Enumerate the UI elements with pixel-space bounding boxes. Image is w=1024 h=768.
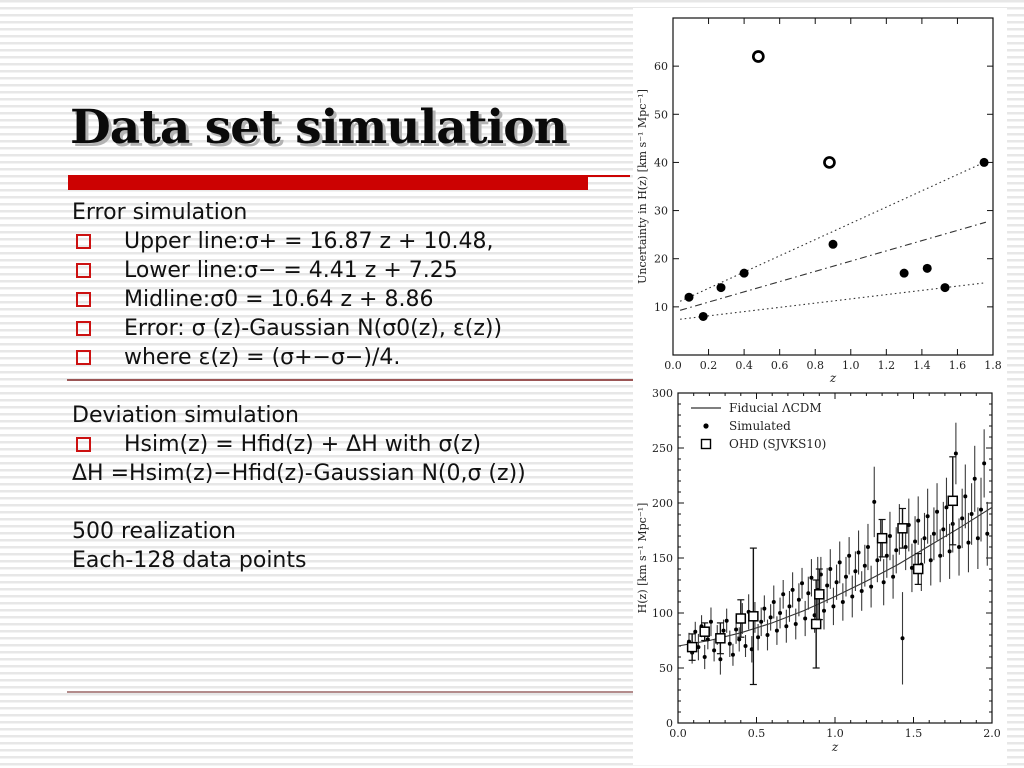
bullet-item: where ε(z) = (σ+−σ−)/4.	[72, 343, 632, 372]
svg-text:2.0: 2.0	[983, 727, 1001, 740]
hz-chart: 0.0 0.5 1.0 1.5 2.0 0 50 100 150 200 250 300 Fiducia…	[636, 387, 1001, 754]
bullet-item: Hsim(z) = Hfid(z) + ΔH with σ(z)	[72, 430, 632, 459]
bullet-text: Hsim(z) = Hfid(z) + ΔH with σ(z)	[124, 432, 482, 457]
bullet-text: Error: σ (z)-Gaussian N(σ0(z), ε(z))	[124, 316, 503, 341]
svg-text:1.0: 1.0	[826, 727, 844, 740]
svg-text:0.4: 0.4	[735, 359, 753, 372]
svg-text:1.6: 1.6	[949, 359, 967, 372]
svg-text:H(z) [km s⁻¹ Mpc⁻¹]: H(z) [km s⁻¹ Mpc⁻¹]	[636, 503, 649, 614]
bullet-square-icon	[76, 350, 91, 365]
bullet-item: Upper line:σ+ = 16.87 z + 10.48,	[72, 227, 632, 256]
svg-text:30: 30	[654, 205, 668, 218]
svg-text:10: 10	[654, 301, 668, 314]
bullet-text: where ε(z) = (σ+−σ−)/4.	[124, 345, 401, 370]
svg-text:1.0: 1.0	[842, 359, 860, 372]
svg-text:0.0: 0.0	[669, 727, 687, 740]
svg-text:Uncertainty in H(z) [km s⁻¹ Mp: Uncertainty in H(z) [km s⁻¹ Mpc⁻¹]	[636, 89, 649, 284]
svg-text:1.5: 1.5	[905, 727, 923, 740]
svg-text:0.6: 0.6	[771, 359, 789, 372]
svg-text:150: 150	[652, 552, 673, 565]
bullet-item: Midline:σ0 = 10.64 z + 8.86	[72, 285, 632, 314]
svg-text:Simulated: Simulated	[729, 419, 791, 433]
figure-panel: 0.0 0.2 0.4 0.6 0.8 1.0 1.2 1.4 1.6 1.8 10 20 30 40 50…	[633, 8, 1007, 765]
svg-text:50: 50	[654, 108, 668, 121]
slide-title: Data set simulation	[70, 100, 568, 155]
uncertainty-chart: 0.0 0.2 0.4 0.6 0.8 1.0 1.2 1.4 1.6 1.8 10 20 30 40 50…	[636, 17, 1002, 385]
bullet-square-icon	[76, 292, 91, 307]
svg-text:300: 300	[652, 387, 673, 400]
section-heading-deviation: Deviation simulation	[72, 403, 299, 428]
svg-text:50: 50	[659, 662, 673, 675]
slide-body: Error simulation Upper line:σ+ = 16.87 z…	[72, 198, 632, 575]
svg-text:z: z	[831, 740, 839, 754]
title-underline-extension	[588, 175, 630, 177]
bullet-square-icon	[76, 263, 91, 278]
svg-text:0.8: 0.8	[806, 359, 824, 372]
divider-line-lower	[67, 691, 633, 693]
bullet-text: Midline:σ0 = 10.64 z + 8.86	[124, 287, 434, 312]
svg-text:1.2: 1.2	[878, 359, 896, 372]
svg-text:0.0: 0.0	[664, 359, 682, 372]
svg-text:Fiducial ΛCDM: Fiducial ΛCDM	[729, 401, 822, 415]
svg-text:100: 100	[652, 607, 673, 620]
bullet-square-icon	[76, 234, 91, 249]
bullet-text: Lower line:σ− = 4.41 z + 7.25	[124, 258, 458, 283]
blank-line	[72, 488, 632, 517]
bullet-item: Lower line:σ− = 4.41 z + 7.25	[72, 256, 632, 285]
svg-text:1.8: 1.8	[984, 359, 1002, 372]
bullet-item: Error: σ (z)-Gaussian N(σ0(z), ε(z))	[72, 314, 632, 343]
bullet-square-icon	[76, 321, 91, 336]
svg-text:60: 60	[654, 60, 668, 73]
svg-text:250: 250	[652, 442, 673, 455]
svg-text:1.4: 1.4	[913, 359, 931, 372]
svg-text:20: 20	[654, 253, 668, 266]
bullet-text: Upper line:σ+ = 16.87 z + 10.48,	[124, 229, 494, 254]
bullet-square-icon	[76, 437, 91, 452]
section-heading-error: Error simulation	[72, 200, 248, 225]
formula-line: ΔH =Hsim(z)−Hfid(z)-Gaussian N(0,σ (z))	[72, 461, 526, 486]
svg-text:0: 0	[666, 717, 673, 730]
svg-text:40: 40	[654, 156, 668, 169]
datapoints-line: Each-128 data points	[72, 548, 307, 573]
svg-text:OHD (SJVKS10): OHD (SJVKS10)	[729, 437, 826, 451]
svg-text:0.5: 0.5	[748, 727, 766, 740]
divider-line-upper	[67, 379, 633, 381]
svg-text:z: z	[829, 371, 837, 385]
svg-text:0.2: 0.2	[700, 359, 718, 372]
realization-line: 500 realization	[72, 519, 236, 544]
title-underline-bar	[68, 175, 588, 190]
svg-text:200: 200	[652, 497, 673, 510]
blank-line	[72, 372, 632, 401]
